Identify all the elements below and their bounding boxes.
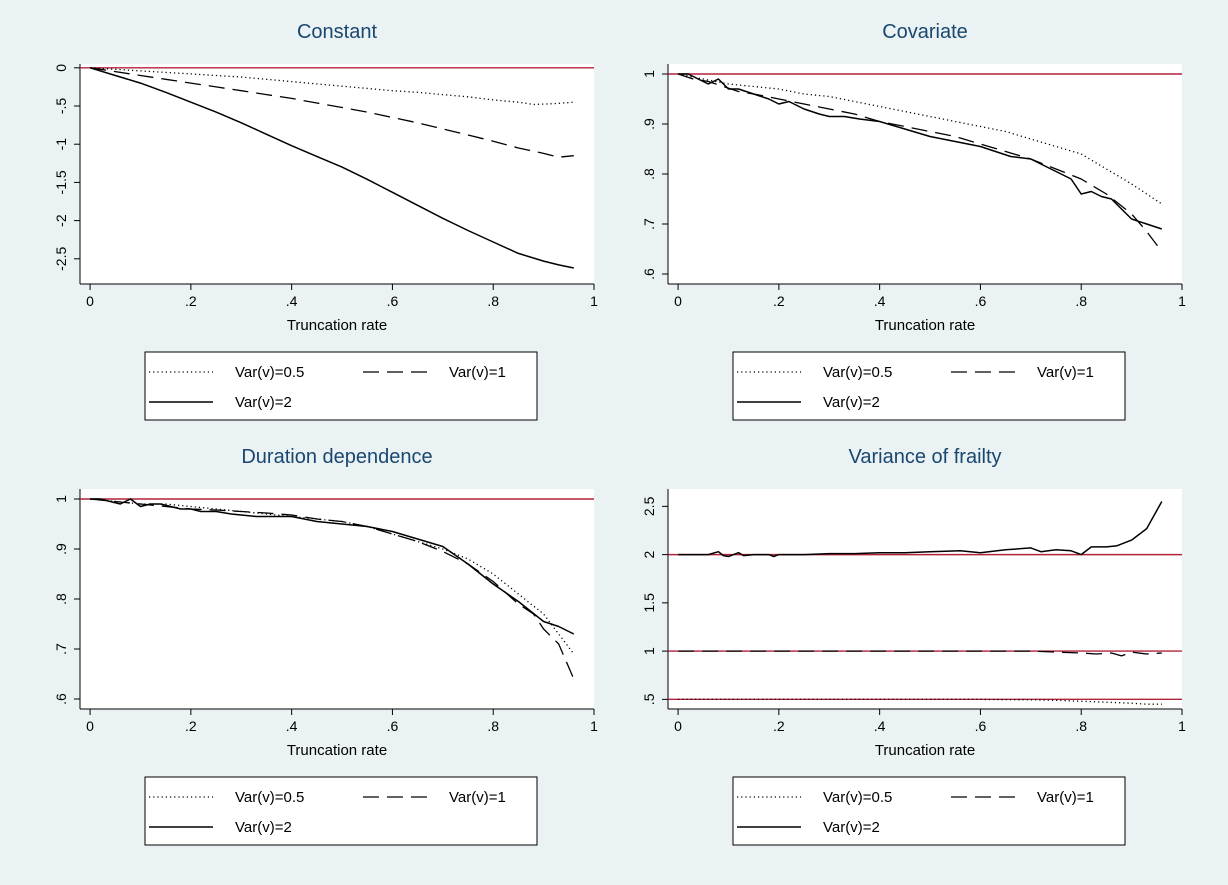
series-line-solid bbox=[89, 67, 574, 269]
x-tick-label: 1 bbox=[590, 718, 598, 734]
x-tick-label: 0 bbox=[86, 718, 94, 734]
y-tick-label: -1.5 bbox=[53, 170, 69, 194]
legend-box bbox=[144, 351, 538, 421]
y-tick-label: .9 bbox=[641, 118, 657, 130]
legend-label: Var(v)=2 bbox=[823, 819, 880, 836]
x-tick-label: .4 bbox=[286, 293, 298, 309]
series-line-dashed bbox=[90, 498, 575, 680]
x-tick-label: .8 bbox=[1075, 718, 1087, 734]
y-tick-label: .6 bbox=[53, 693, 69, 705]
chart-title: Variance of frailty bbox=[848, 446, 1001, 468]
legend-label: Var(v)=1 bbox=[1037, 789, 1094, 806]
series-line-dotted bbox=[90, 67, 574, 106]
plot-area bbox=[80, 489, 594, 709]
chart-title: Covariate bbox=[882, 21, 968, 43]
y-tick-label: .5 bbox=[641, 693, 657, 705]
y-tick-label: .8 bbox=[53, 593, 69, 605]
y-tick-label: -2 bbox=[53, 214, 69, 227]
y-tick-label: -.5 bbox=[53, 98, 69, 115]
plot-area bbox=[668, 489, 1182, 709]
panel-1: Constant 0 .2 .4 .6 .8 1 0 -.5 -1 -1.5 -2 -2.5 Trunca… bbox=[53, 21, 598, 421]
chart-title: Constant bbox=[297, 21, 377, 43]
y-tick-label: -2.5 bbox=[53, 247, 69, 271]
x-tick-label: .6 bbox=[975, 293, 987, 309]
x-tick-label: .4 bbox=[874, 293, 886, 309]
y-tick-label: 1 bbox=[641, 70, 657, 78]
chart-title: Duration dependence bbox=[241, 446, 432, 468]
y-tick-label: 1 bbox=[641, 647, 657, 655]
x-tick-label: .4 bbox=[874, 718, 886, 734]
legend-box bbox=[144, 776, 538, 846]
y-tick-label: .7 bbox=[641, 218, 657, 230]
legend-label: Var(v)=2 bbox=[235, 394, 292, 411]
y-tick-label: .8 bbox=[641, 168, 657, 180]
series-line-dashed bbox=[90, 67, 574, 158]
legend-label: Var(v)=1 bbox=[449, 789, 506, 806]
x-tick-label: 0 bbox=[86, 293, 94, 309]
x-tick-label: .4 bbox=[286, 718, 298, 734]
y-tick-label: .9 bbox=[53, 543, 69, 555]
legend-label: Var(v)=0.5 bbox=[235, 364, 304, 381]
legend-label: Var(v)=0.5 bbox=[823, 789, 892, 806]
legend-label: Var(v)=0.5 bbox=[823, 364, 892, 381]
x-axis-label: Truncation rate bbox=[287, 317, 387, 334]
x-tick-label: .6 bbox=[387, 718, 399, 734]
x-tick-label: .6 bbox=[387, 293, 399, 309]
legend-label: Var(v)=2 bbox=[823, 394, 880, 411]
x-tick-label: 1 bbox=[1178, 718, 1186, 734]
series-line-solid bbox=[90, 498, 575, 635]
x-tick-label: 0 bbox=[674, 718, 682, 734]
series-line-dashed bbox=[678, 650, 1162, 657]
legend-label: Var(v)=2 bbox=[235, 819, 292, 836]
plot-area bbox=[80, 64, 594, 284]
y-tick-label: 2 bbox=[641, 551, 657, 559]
series-line-dotted bbox=[677, 73, 1163, 205]
x-axis-label: Truncation rate bbox=[287, 742, 387, 759]
y-tick-label: 0 bbox=[53, 64, 69, 72]
legend-label: Var(v)=1 bbox=[1037, 364, 1094, 381]
x-axis-label: Truncation rate bbox=[875, 742, 975, 759]
x-axis-label: Truncation rate bbox=[875, 317, 975, 334]
y-tick-label: .7 bbox=[53, 643, 69, 655]
x-tick-label: .2 bbox=[185, 718, 197, 734]
plot-area bbox=[668, 64, 1182, 284]
x-tick-label: .2 bbox=[773, 293, 785, 309]
x-tick-label: .2 bbox=[773, 718, 785, 734]
legend-label: Var(v)=1 bbox=[449, 364, 506, 381]
series-line-solid bbox=[678, 73, 1163, 230]
y-tick-label: 1.5 bbox=[641, 593, 657, 613]
x-tick-label: 1 bbox=[1178, 293, 1186, 309]
series-line-dashed bbox=[677, 73, 1163, 252]
x-tick-label: 0 bbox=[674, 293, 682, 309]
x-tick-label: .6 bbox=[975, 718, 987, 734]
x-tick-label: 1 bbox=[590, 293, 598, 309]
legend-label: Var(v)=0.5 bbox=[235, 789, 304, 806]
x-tick-label: .8 bbox=[487, 293, 499, 309]
legend-box bbox=[732, 776, 1126, 846]
x-tick-label: .2 bbox=[185, 293, 197, 309]
y-tick-label: 1 bbox=[53, 495, 69, 503]
x-tick-label: .8 bbox=[1075, 293, 1087, 309]
y-tick-label: 2.5 bbox=[641, 496, 657, 516]
y-tick-label: -1 bbox=[53, 138, 69, 151]
series-line-solid bbox=[678, 501, 1163, 558]
x-tick-label: .8 bbox=[487, 718, 499, 734]
legend-box bbox=[732, 351, 1126, 421]
y-tick-label: .6 bbox=[641, 268, 657, 280]
